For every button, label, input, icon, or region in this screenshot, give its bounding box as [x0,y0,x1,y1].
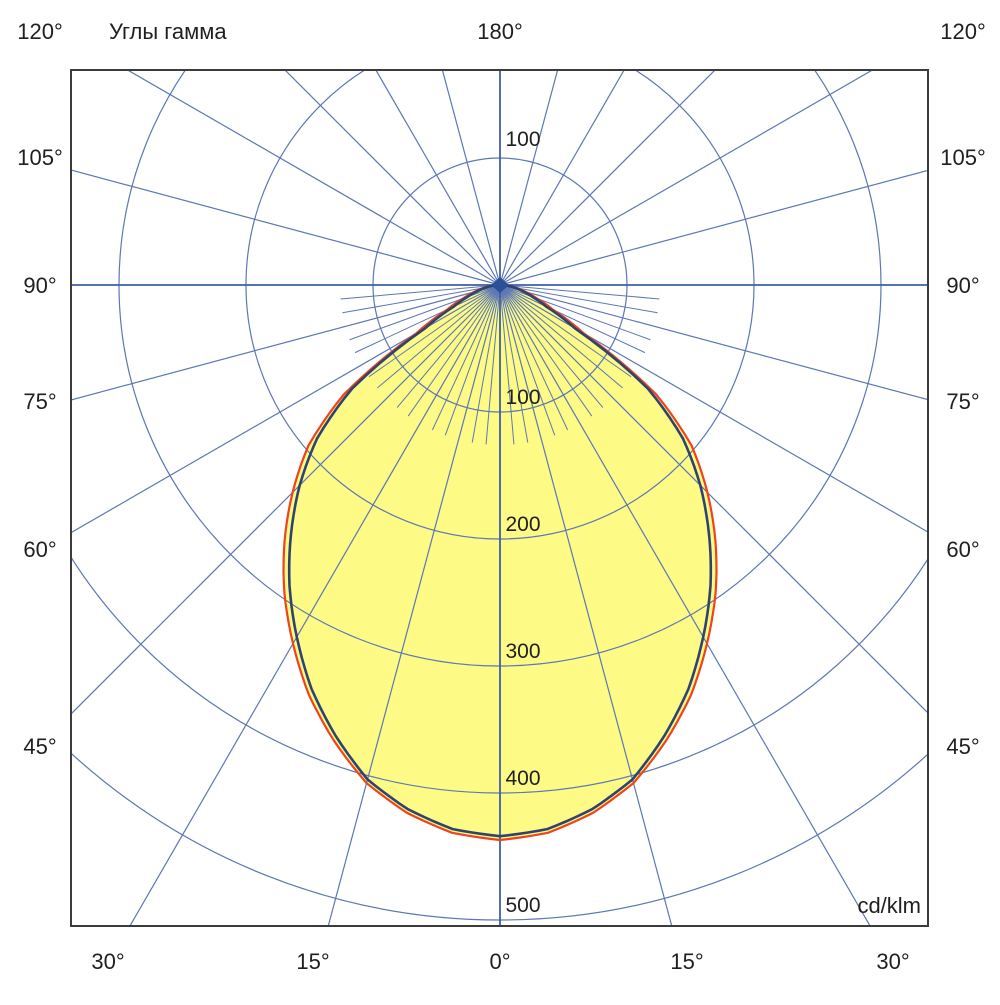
gamma-label-bottom-4: 30° [876,949,909,974]
fine-gamma-ray-80 [499,284,658,314]
gamma-label-left-60: 60° [23,537,56,562]
gamma-ray-210 [375,70,501,286]
fine-gamma-ray--5 [485,284,501,445]
fine-gamma-ray--40 [396,284,501,408]
fine-gamma-ray-65 [499,284,646,354]
gamma-label-right-45: 45° [946,734,979,759]
radial-tick-label-400: 400 [505,767,540,790]
gamma-ray-345 [327,284,501,926]
fine-gamma-ray--70 [349,284,501,341]
fine-gamma-ray--55 [368,284,501,378]
fine-gamma-ray-55 [499,284,632,378]
gamma-ray-150 [499,70,625,286]
radial-tick-label-100: 100 [505,386,540,409]
gamma-ray-315 [71,284,501,715]
gamma-ray-105 [499,169,928,286]
fine-gamma-ray--10 [471,284,501,443]
gamma-ray-225 [284,70,501,286]
fine-gamma-ray-25 [499,284,569,431]
fine-gamma-ray--50 [377,284,501,389]
gamma-label-left-120: 120° [17,19,63,44]
fine-gamma-ray--20 [444,284,501,436]
gamma-label-right-90: 90° [946,273,979,298]
fine-gamma-ray-50 [499,284,623,389]
gamma-ray-60 [499,284,928,533]
gamma-ray-45 [499,284,928,714]
gamma-label-right-120: 120° [940,19,986,44]
gamma-label-bottom-1: 15° [296,949,329,974]
fine-gamma-ray-10 [499,284,529,443]
gamma-label-right-105: 105° [940,145,986,170]
intensity-curves [282,283,718,842]
gamma-label-bottom-2: 0° [489,949,510,974]
gamma-ray-255 [71,169,501,286]
main-axes [71,70,928,926]
fine-gamma-ray--25 [431,284,501,431]
plot-frame [70,69,929,927]
gamma-label-180: 180° [477,19,523,44]
fine-gamma-ray-35 [499,284,593,417]
radial-tick-label-200: 200 [505,513,540,536]
gamma-ray-120 [499,70,874,286]
fine-gamma-ray-40 [499,284,604,408]
gamma-ray-330 [129,284,501,926]
gamma-ray-300 [71,284,501,534]
unit-label: cd/klm [857,893,921,918]
fine-gamma-ray--85 [340,284,501,300]
gamma-label-left-105: 105° [17,145,63,170]
fine-gamma-ray--35 [407,284,501,417]
gamma-ray-15 [499,284,673,926]
gamma-label-bottom-0: 30° [91,949,124,974]
fine-gamma-ray-20 [499,284,556,436]
fine-gamma-ray--65 [354,284,501,354]
gamma-ray-195 [441,70,501,286]
gamma-label-right-60: 60° [946,537,979,562]
gamma-ray-240 [126,70,501,286]
intensity-curve-main [287,283,713,838]
gamma-label-left-75: 75° [23,389,56,414]
fine-gamma-ray--80 [342,284,501,314]
gamma-label-left-90: 90° [23,273,56,298]
gamma-label-right-75: 75° [946,389,979,414]
gamma-ray-30 [499,284,871,926]
fine-gamma-ray-70 [499,284,651,341]
gamma-ray-75 [499,284,928,401]
gamma-label-bottom-3: 15° [670,949,703,974]
center-diamond-marker [491,277,509,293]
gamma-ray-135 [499,70,716,286]
gamma-label-left-45: 45° [23,734,56,759]
chart-title: Углы гамма [109,19,227,44]
fine-gamma-ray-85 [499,284,660,300]
labels-layer: 120° Углы гамма 180° 120° 105° 105° 90° 90° 75° 7… [17,19,986,974]
fine-gamma-ray-5 [499,284,515,445]
gamma-ray-285 [71,284,501,401]
gamma-ray-165 [499,70,559,286]
radial-tick-label-500: 500 [505,894,540,917]
radial-tick-label-upper-100: 100 [505,128,540,151]
radial-tick-label-300: 300 [505,640,540,663]
